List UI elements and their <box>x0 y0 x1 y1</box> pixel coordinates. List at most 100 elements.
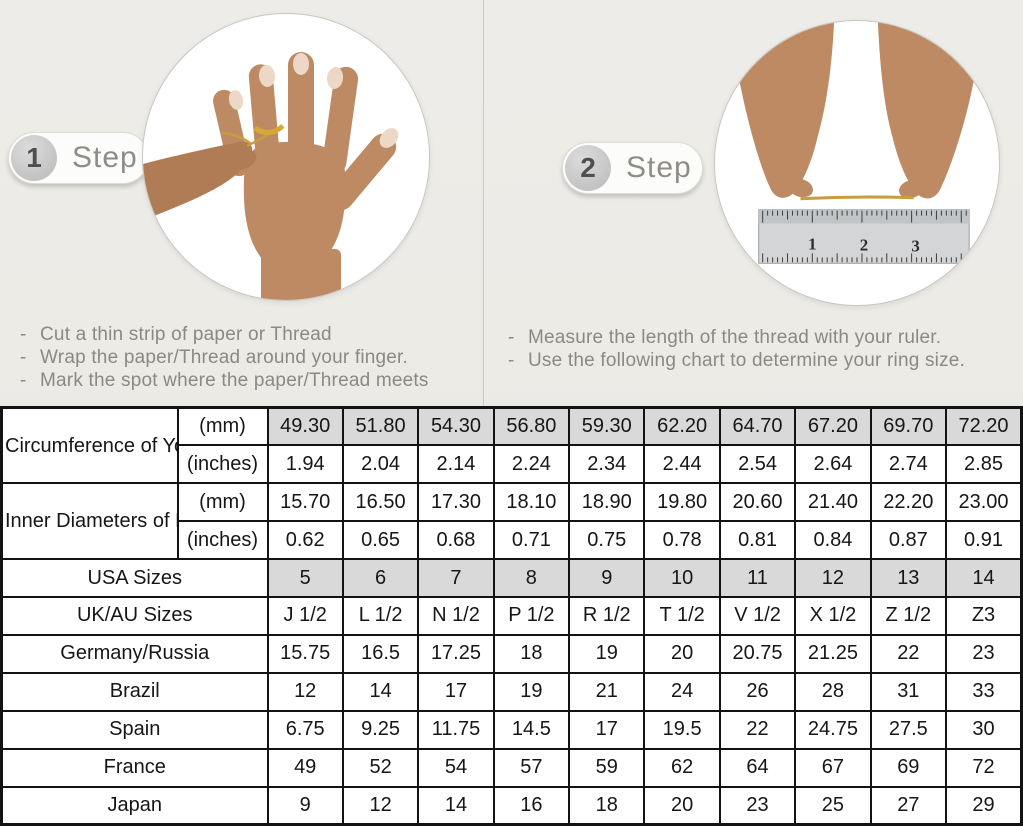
value-cell: 64 <box>720 749 795 787</box>
table-row: UK/AU SizesJ 1/2L 1/2N 1/2P 1/2R 1/2T 1/… <box>2 597 1022 635</box>
value-cell: 20.75 <box>720 635 795 673</box>
value-cell: 23.00 <box>946 483 1021 521</box>
row-label-cell: USA Sizes <box>2 559 268 597</box>
value-cell: 64.70 <box>720 408 795 446</box>
value-cell: 24 <box>644 673 719 711</box>
table-row: France49525457596264676972 <box>2 749 1022 787</box>
value-cell: 19 <box>569 635 644 673</box>
unit-cell: (inches) <box>178 521 268 559</box>
value-cell: 2.24 <box>494 445 569 483</box>
value-cell: 2.64 <box>795 445 870 483</box>
row-label-cell: UK/AU Sizes <box>2 597 268 635</box>
value-cell: 0.84 <box>795 521 870 559</box>
step-1-badge: 1 Step <box>8 132 149 184</box>
value-cell: 13 <box>871 559 946 597</box>
instruction-text: Cut a thin strip of paper or Thread <box>40 323 332 346</box>
value-cell: 27.5 <box>871 711 946 749</box>
value-cell: 16.50 <box>343 483 418 521</box>
value-cell: 2.14 <box>418 445 493 483</box>
value-cell: 57 <box>494 749 569 787</box>
value-cell: 54 <box>418 749 493 787</box>
row-group-label: Circumference of Your Finger <box>2 408 178 484</box>
bullet-dash: - <box>16 346 40 369</box>
value-cell: 28 <box>795 673 870 711</box>
value-cell: 51.80 <box>343 408 418 446</box>
value-cell: 62.20 <box>644 408 719 446</box>
value-cell: 1.94 <box>268 445 343 483</box>
table-row: Circumference of Your Finger(mm)49.3051.… <box>2 408 1022 446</box>
value-cell: 16 <box>494 787 569 825</box>
value-cell: 20 <box>644 635 719 673</box>
value-cell: 72 <box>946 749 1021 787</box>
value-cell: 14 <box>418 787 493 825</box>
value-cell: 2.04 <box>343 445 418 483</box>
value-cell: 69.70 <box>871 408 946 446</box>
value-cell: 18 <box>494 635 569 673</box>
step-1-label: Step <box>72 141 138 175</box>
value-cell: R 1/2 <box>569 597 644 635</box>
value-cell: 20.60 <box>720 483 795 521</box>
value-cell: 72.20 <box>946 408 1021 446</box>
value-cell: 23 <box>720 787 795 825</box>
value-cell: 6.75 <box>268 711 343 749</box>
value-cell: 14 <box>946 559 1021 597</box>
value-cell: 2.85 <box>946 445 1021 483</box>
value-cell: N 1/2 <box>418 597 493 635</box>
value-cell: 59.30 <box>569 408 644 446</box>
value-cell: 23 <box>946 635 1021 673</box>
step-1-instructions: -Cut a thin strip of paper or Thread-Wra… <box>16 323 486 392</box>
value-cell: 9.25 <box>343 711 418 749</box>
value-cell: 19 <box>494 673 569 711</box>
ring-size-guide: 1 Step 2 Step <box>0 0 1023 826</box>
unit-cell: (mm) <box>178 408 268 446</box>
value-cell: 0.91 <box>946 521 1021 559</box>
value-cell: 6 <box>343 559 418 597</box>
step-2-badge: 2 Step <box>562 142 703 194</box>
value-cell: 21.40 <box>795 483 870 521</box>
row-label-cell: France <box>2 749 268 787</box>
instruction-item: -Mark the spot where the paper/Thread me… <box>16 369 486 392</box>
table-row: Japan9121416182023252729 <box>2 787 1022 825</box>
value-cell: 2.54 <box>720 445 795 483</box>
value-cell: 11.75 <box>418 711 493 749</box>
value-cell: 0.68 <box>418 521 493 559</box>
value-cell: 27 <box>871 787 946 825</box>
value-cell: 17.30 <box>418 483 493 521</box>
step-2-label: Step <box>626 151 692 185</box>
ruler-number-3: 3 <box>911 236 919 255</box>
value-cell: 54.30 <box>418 408 493 446</box>
value-cell: 12 <box>795 559 870 597</box>
value-cell: 0.81 <box>720 521 795 559</box>
value-cell: 21.25 <box>795 635 870 673</box>
table-row: Inner Diameters of Rings(mm)15.7016.5017… <box>2 483 1022 521</box>
value-cell: J 1/2 <box>268 597 343 635</box>
instruction-item: -Wrap the paper/Thread around your finge… <box>16 346 486 369</box>
value-cell: 12 <box>343 787 418 825</box>
value-cell: 0.71 <box>494 521 569 559</box>
value-cell: 14 <box>343 673 418 711</box>
ruler-measuring-illustration: 1 2 3 <box>715 21 999 305</box>
instruction-text: Mark the spot where the paper/Thread mee… <box>40 369 429 392</box>
value-cell: 67.20 <box>795 408 870 446</box>
value-cell: 0.87 <box>871 521 946 559</box>
value-cell: 15.70 <box>268 483 343 521</box>
value-cell: 18 <box>569 787 644 825</box>
instruction-text: Wrap the paper/Thread around your finger… <box>40 346 408 369</box>
value-cell: X 1/2 <box>795 597 870 635</box>
ruler-number-2: 2 <box>860 235 868 254</box>
value-cell: 52 <box>343 749 418 787</box>
table-row: Brazil12141719212426283133 <box>2 673 1022 711</box>
value-cell: 2.34 <box>569 445 644 483</box>
value-cell: 16.5 <box>343 635 418 673</box>
value-cell: 18.90 <box>569 483 644 521</box>
value-cell: 17 <box>569 711 644 749</box>
value-cell: 0.62 <box>268 521 343 559</box>
value-cell: 30 <box>946 711 1021 749</box>
value-cell: 24.75 <box>795 711 870 749</box>
bullet-dash: - <box>504 326 528 349</box>
value-cell: 0.65 <box>343 521 418 559</box>
step-2-number: 2 <box>565 145 611 191</box>
step-1-photo <box>142 13 430 301</box>
value-cell: Z 1/2 <box>871 597 946 635</box>
value-cell: T 1/2 <box>644 597 719 635</box>
